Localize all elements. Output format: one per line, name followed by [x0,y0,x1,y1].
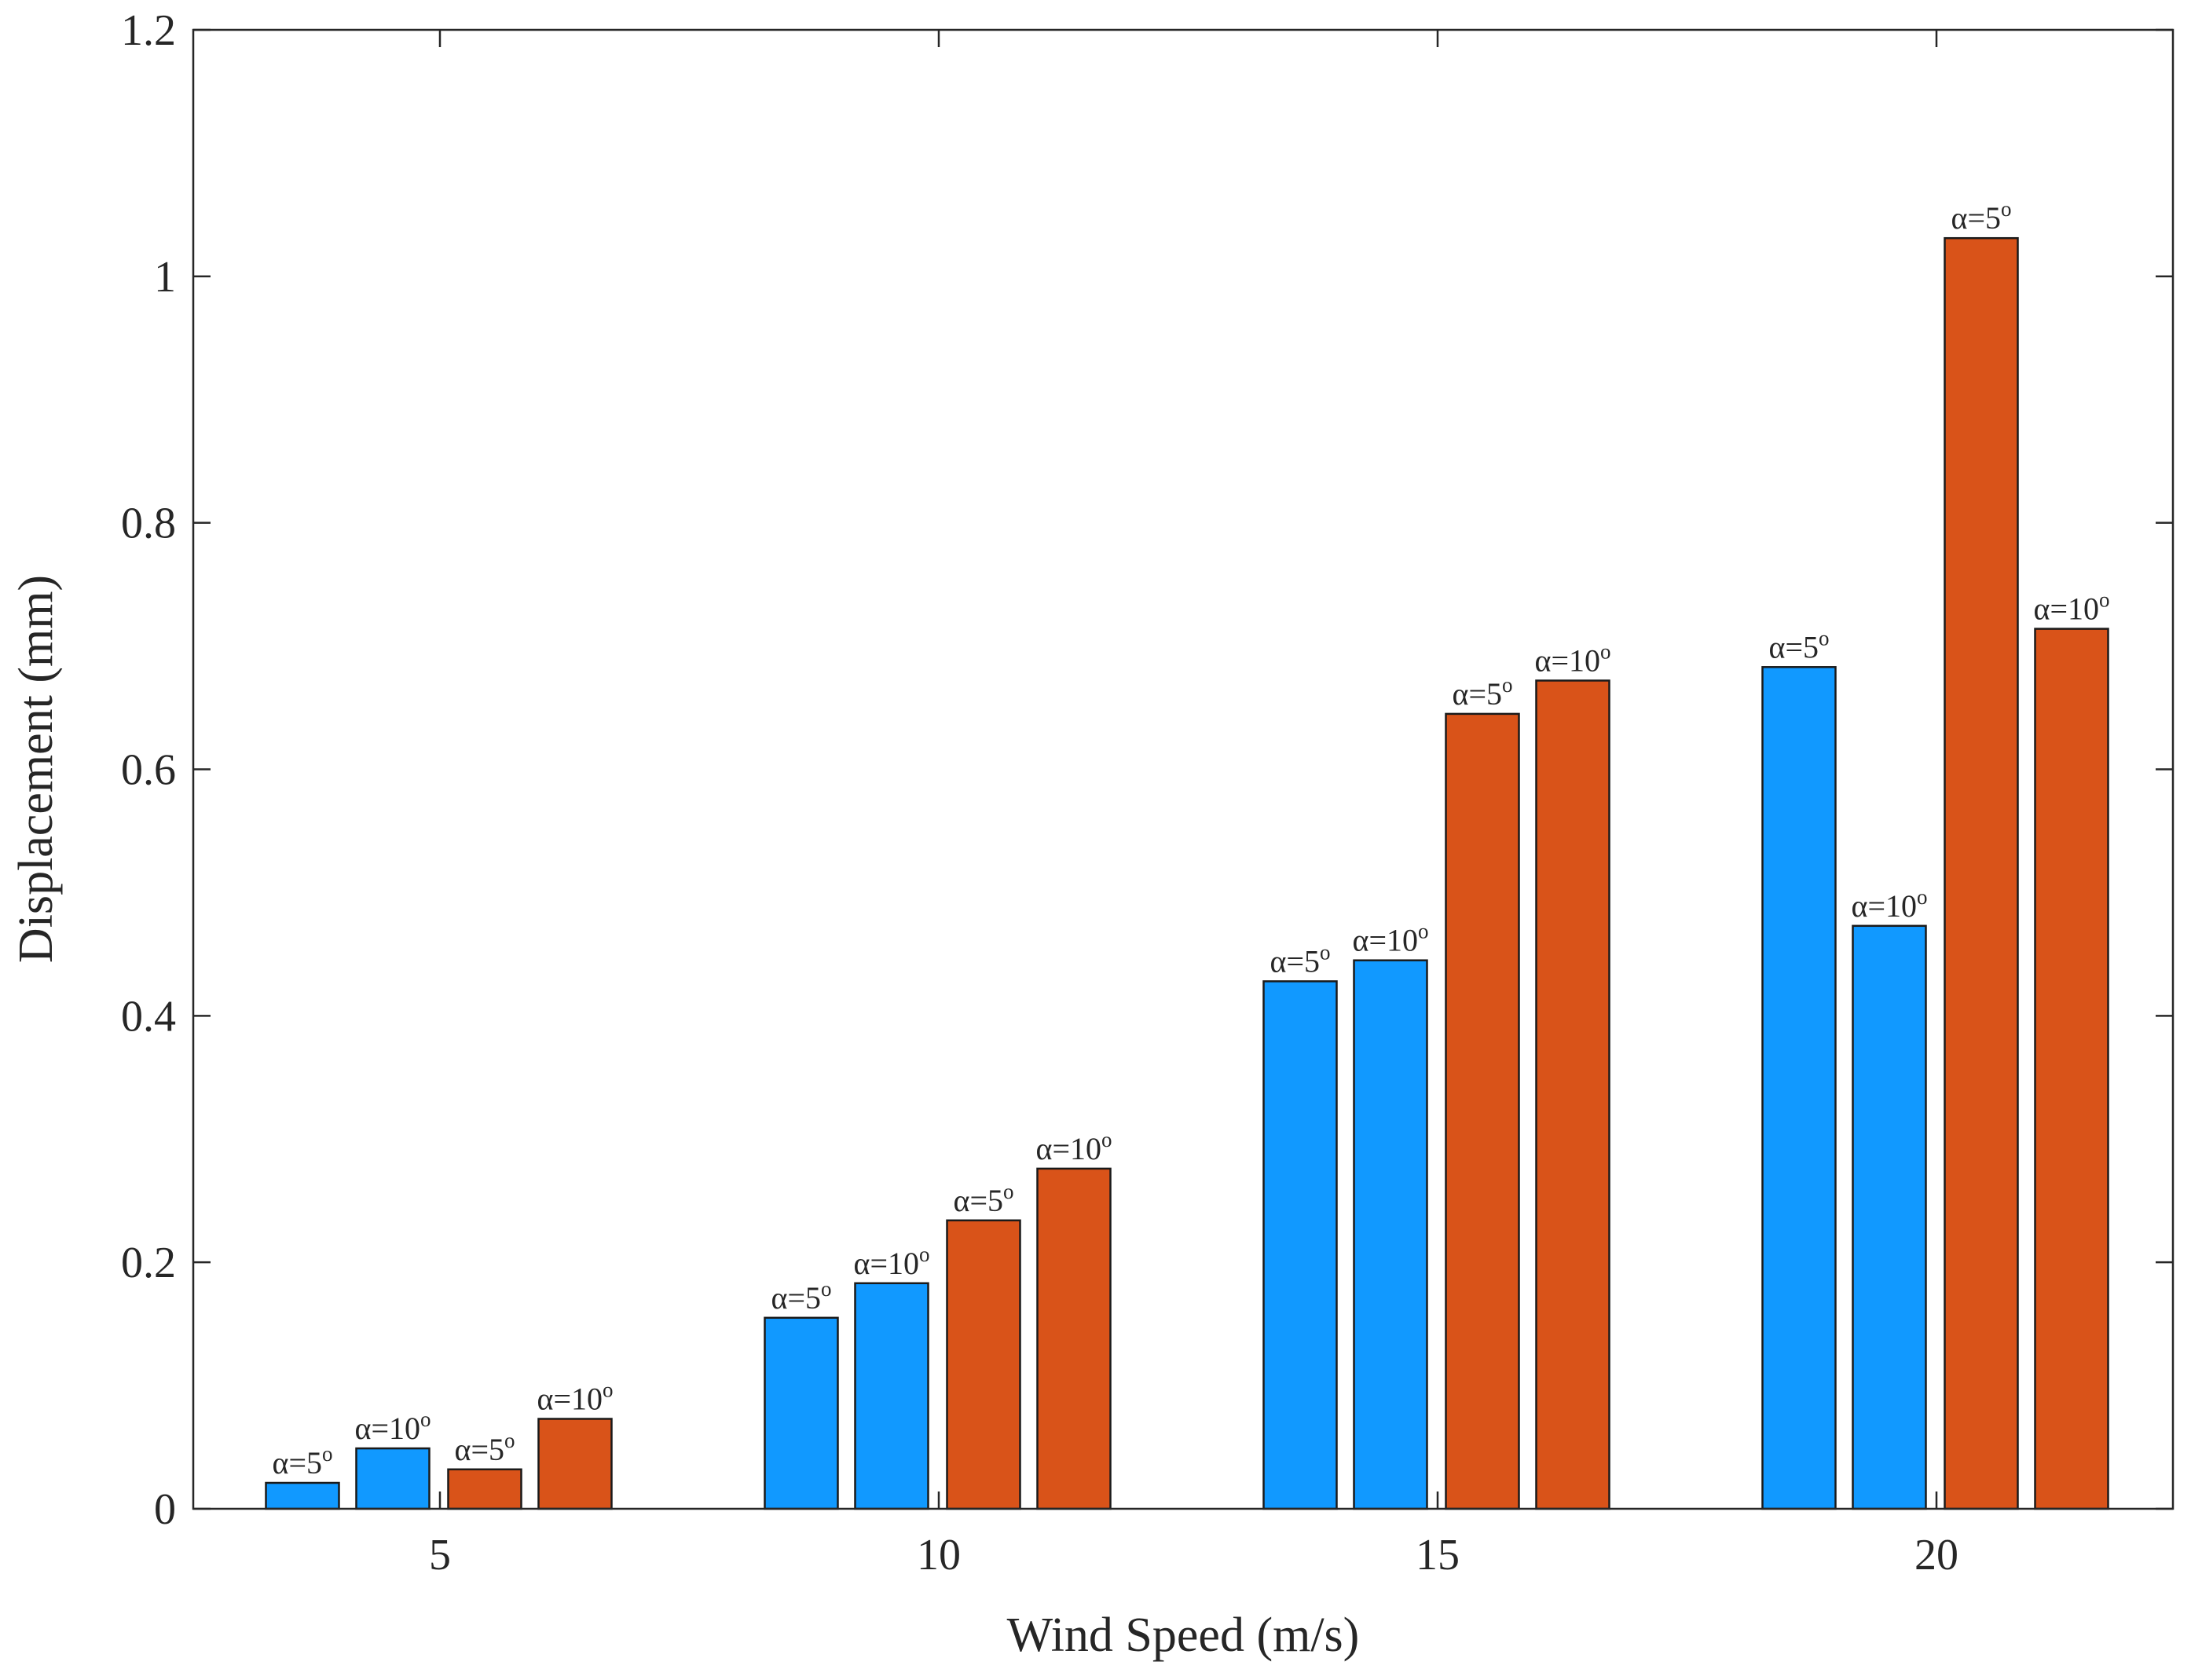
bar-s2-15 [1353,959,1428,1510]
bar-label-s1-15: α=5o [1270,940,1330,979]
bar-s1-10 [764,1316,839,1510]
bar-label-s4-20: α=10o [2033,588,2109,627]
bar-label-s4-10: α=10o [1035,1128,1112,1166]
bar-s3-15 [1445,712,1520,1510]
bar-label-s3-5: α=5o [454,1429,515,1467]
x-tick-label: 10 [917,1531,961,1579]
bar-labels-group: α=5o α=5o α=5o α=5o α=10o α=10o α=10o α=10o α=5o… [272,197,2109,1481]
bar-s4-20 [2034,628,2109,1510]
y-tick-label: 0.6 [121,746,176,795]
bars-group [265,236,2109,1510]
bar-s1-20 [1761,666,1837,1510]
bar-label-s4-5: α=10o [537,1378,613,1417]
bar-label-s1-5: α=5o [272,1442,332,1481]
y-tick-label: 0.4 [121,992,176,1041]
bar-label-s3-20: α=5o [1951,197,2011,236]
x-tick-label: 20 [1914,1531,1958,1579]
bar-label-s3-15: α=5o [1452,673,1512,712]
bar-s4-10 [1036,1167,1112,1510]
plot-frame [192,28,2175,1510]
bar-s1-15 [1262,980,1338,1510]
bar-label-s1-20: α=5o [1768,626,1829,664]
bar-s3-20 [1944,236,2019,1510]
y-axis-label: Displacement (mm) [9,575,63,963]
bar-s2-5 [355,1447,431,1510]
bar-s3-5 [447,1468,522,1510]
bar-label-s2-10: α=10o [853,1243,929,1281]
y-tick-label: 0.8 [121,500,176,548]
bar-label-s2-20: α=10o [1851,885,1927,924]
x-tick-label: 15 [1416,1531,1460,1579]
bar-label-s4-15: α=10o [1534,640,1610,679]
bar-label-s2-15: α=10o [1352,920,1428,958]
bar-s2-10 [854,1282,929,1510]
bar-label-s1-10: α=5o [771,1277,831,1316]
x-axis-label: Wind Speed (m/s) [1007,1609,1360,1662]
bar-s4-5 [537,1418,613,1510]
bar-label-s2-5: α=10o [354,1407,431,1446]
bar-s4-15 [1535,679,1610,1510]
y-tick-label: 0 [154,1485,176,1534]
y-tick-label: 1.2 [121,6,176,55]
bar-s2-20 [1852,924,1927,1510]
plot-area [193,30,2173,1509]
bar-s3-10 [946,1219,1021,1510]
y-tick-label: 0.2 [121,1239,176,1287]
x-tick-label: 5 [429,1531,451,1579]
bar-label-s3-10: α=5o [953,1180,1013,1218]
bar-s1-5 [265,1481,340,1510]
y-tick-label: 1 [154,253,176,302]
